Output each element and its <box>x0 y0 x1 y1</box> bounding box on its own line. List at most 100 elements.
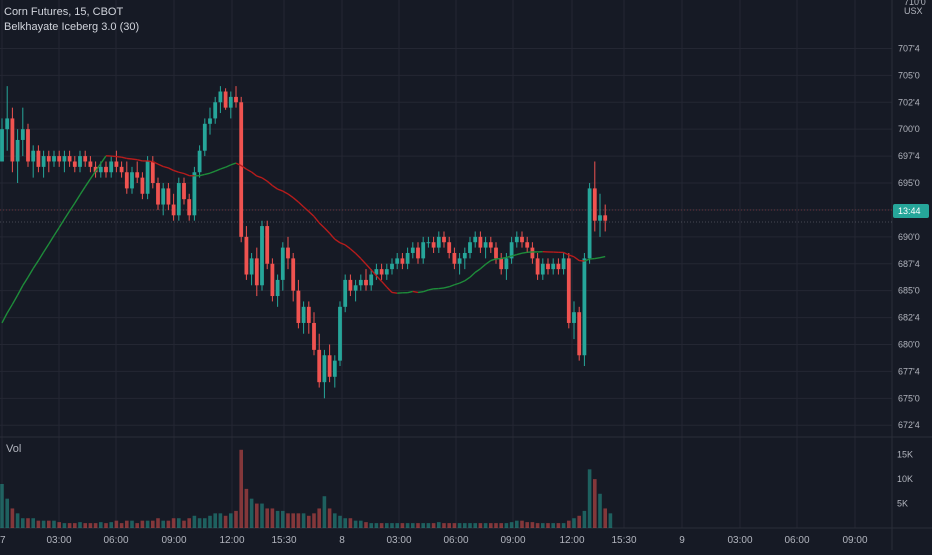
volume-bar <box>302 513 306 528</box>
ma-segment <box>418 292 423 293</box>
volume-bar <box>583 511 587 528</box>
volume-bar <box>484 523 488 528</box>
volume-bar <box>245 489 249 528</box>
candle-body <box>213 102 217 118</box>
volume-pane-label[interactable]: Vol <box>6 443 21 455</box>
candle-body <box>21 129 25 140</box>
time-tick-label: 12:00 <box>219 535 244 546</box>
volume-tick-label: 10K <box>897 474 913 484</box>
volume-bar <box>557 523 561 528</box>
candle-body <box>557 264 561 269</box>
volume-bar <box>312 513 316 528</box>
candle-body <box>364 280 368 285</box>
ma-segment <box>579 261 584 262</box>
time-tick-label: 8 <box>339 535 345 546</box>
ma-segment <box>590 259 595 260</box>
candle-body <box>473 237 477 242</box>
candle-body <box>219 92 223 103</box>
volume-bar <box>83 523 87 528</box>
volume-bar <box>120 523 124 528</box>
volume-bar <box>203 518 207 528</box>
candle-body <box>577 312 581 355</box>
volume-bar <box>390 523 394 528</box>
candle-body <box>312 323 316 350</box>
candle-body <box>541 264 545 275</box>
candle-body <box>245 237 249 275</box>
time-tick-label: 12:00 <box>559 535 584 546</box>
time-tick-label: 06:00 <box>784 535 809 546</box>
ma-segment <box>116 157 121 158</box>
volume-bar <box>297 513 301 528</box>
volume-bar <box>427 523 431 528</box>
candle-body <box>479 237 483 248</box>
volume-bar <box>432 523 436 528</box>
candle-body <box>458 258 462 263</box>
volume-bar <box>354 521 358 528</box>
price-tick-label: 687'4 <box>898 259 920 269</box>
price-tick-label: 675'0 <box>898 393 920 403</box>
candle-body <box>224 92 228 108</box>
candle-body <box>359 280 363 285</box>
candle-body <box>78 156 82 167</box>
current-price-badge-text: 13:44 <box>898 206 921 216</box>
indicator-legend[interactable]: Belkhayate Iceberg 3.0 (30) <box>4 21 139 33</box>
candle-body <box>203 124 207 151</box>
time-tick-label: 09:00 <box>842 535 867 546</box>
volume-bar <box>603 508 607 528</box>
volume-bar <box>458 523 462 528</box>
ma-segment <box>148 161 153 162</box>
candle-body <box>494 248 498 259</box>
volume-bar <box>577 516 581 528</box>
candle-body <box>489 242 493 247</box>
candle-body <box>265 226 269 264</box>
volume-bar <box>104 523 108 528</box>
candle-body <box>208 118 212 123</box>
candle-body <box>16 140 20 162</box>
candle-body <box>177 183 181 215</box>
candle-body <box>31 151 35 162</box>
volume-bar <box>68 523 72 528</box>
volume-bar <box>198 518 202 528</box>
candle-body <box>172 205 176 216</box>
candle-body <box>442 237 446 242</box>
volume-bar <box>21 518 25 528</box>
volume-bar <box>5 499 9 528</box>
candle-body <box>328 355 332 377</box>
candle-body <box>239 102 243 237</box>
volume-bar <box>572 518 576 528</box>
volume-bar <box>588 469 592 528</box>
volume-bar <box>146 521 150 528</box>
time-tick-label: 15:30 <box>271 535 296 546</box>
volume-bar <box>359 521 363 528</box>
candle-body <box>146 161 150 193</box>
volume-bar <box>260 504 264 528</box>
candle-body <box>354 285 358 290</box>
volume-bar <box>338 516 342 528</box>
volume-bar <box>401 523 405 528</box>
candle-body <box>135 172 139 177</box>
volume-bar <box>0 484 4 528</box>
candle-body <box>52 156 56 161</box>
volume-bar <box>94 523 98 528</box>
time-tick-label: 09:00 <box>500 535 525 546</box>
volume-bar <box>562 523 566 528</box>
volume-bar <box>343 518 347 528</box>
candle-body <box>193 172 197 215</box>
symbol-legend[interactable]: Corn Futures, 15, CBOT <box>4 6 123 18</box>
volume-bar <box>307 516 311 528</box>
volume-bar <box>291 513 295 528</box>
volume-bar <box>172 518 176 528</box>
volume-bar <box>447 523 451 528</box>
volume-bar <box>250 499 254 528</box>
volume-bar <box>406 523 410 528</box>
price-tick-label: 685'0 <box>898 286 920 296</box>
candle-body <box>281 248 285 280</box>
volume-bar <box>73 523 77 528</box>
candle-body <box>260 226 264 285</box>
volume-bar <box>42 521 46 528</box>
volume-tick-label: 15K <box>897 450 913 460</box>
candle-body <box>338 307 342 361</box>
candle-body <box>130 172 134 188</box>
